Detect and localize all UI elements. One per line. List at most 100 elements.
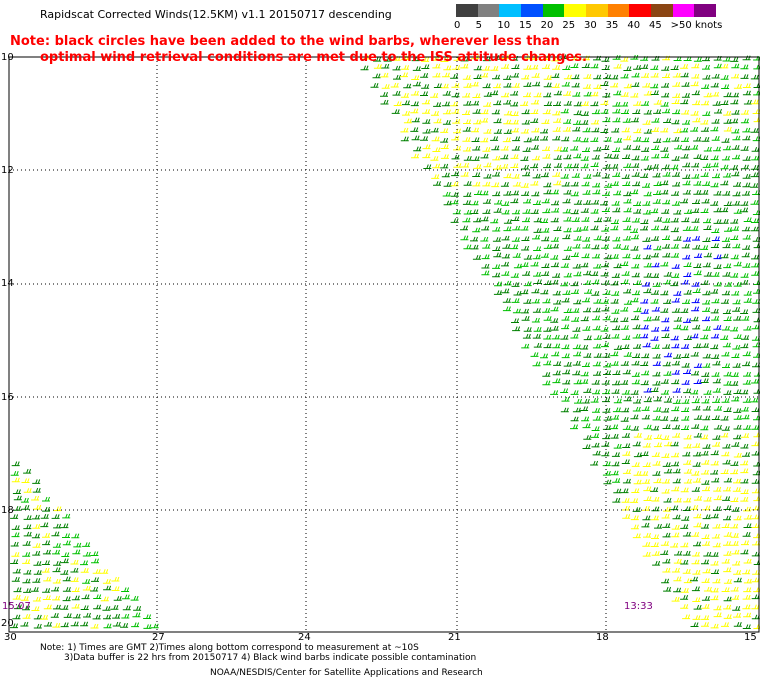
wind-barb [480,153,489,159]
wind-barb [612,101,621,107]
wind-barb [601,451,610,457]
wind-barb [673,236,682,241]
wind-barb [543,244,552,249]
wind-barb [712,146,721,152]
wind-barb [660,550,669,555]
wind-barb [601,379,610,385]
wind-barb [472,255,481,260]
wind-barb [723,92,732,98]
wind-barb [62,540,71,546]
wind-barb [723,380,732,386]
wind-barb [631,272,640,278]
wind-barb [582,200,591,205]
wind-barb [471,137,480,142]
wind-barb [592,315,600,321]
wind-barb [562,379,571,385]
wind-barb [632,441,641,447]
wind-barb [471,100,479,106]
wind-barb [570,63,579,68]
wind-barb [623,207,632,213]
wind-barb [721,237,730,242]
wind-barb [732,243,741,249]
wind-barb [720,299,729,304]
wind-barb [723,477,732,483]
wind-barb [713,325,722,330]
wind-barb [12,568,21,574]
wind-barb [612,478,621,483]
wind-barb [682,531,691,537]
wind-barb [400,72,408,78]
wind-barb [591,279,600,285]
wind-barb [113,596,122,601]
wind-barb [710,288,719,294]
wind-barb [662,361,671,367]
wind-barb [691,73,700,79]
wind-barb [613,190,622,196]
wind-barb [702,181,711,186]
wind-barb [701,604,710,609]
wind-barb [493,252,502,258]
wind-barb [620,380,629,385]
wind-barb [751,441,760,447]
wind-barb [470,209,479,214]
wind-barb [31,495,40,501]
wind-barb [610,298,619,304]
wind-barb [703,271,712,277]
wind-barb [721,426,730,431]
wind-barb [730,92,739,98]
wind-barb [611,333,620,339]
lat-label-10: 10 [1,52,14,63]
wind-barb [723,596,732,602]
wind-barb [542,109,551,115]
wind-barb [742,379,751,385]
wind-barb [732,344,741,350]
wind-barb [373,56,382,62]
wind-barb [584,289,592,294]
wind-barb [492,74,500,80]
wind-barb [572,407,581,413]
wind-barb [543,92,552,98]
wind-barb [581,398,590,404]
wind-barb [403,118,412,124]
wind-barb [22,578,31,584]
wind-barb [680,325,689,331]
wind-barb [632,353,641,358]
wind-barb [682,180,691,186]
wind-barb [732,363,741,368]
wind-barb [543,343,552,349]
wind-barb [750,226,759,232]
wind-barb [621,344,630,349]
wind-barb [580,225,589,231]
wind-barb [721,138,730,143]
wind-barb [553,180,562,186]
wind-barb [581,253,590,259]
wind-barb [620,417,629,422]
wind-barb [692,615,701,620]
wind-barb [621,271,630,276]
wind-barb [501,271,510,276]
wind-barb [653,216,662,222]
wind-barb [742,532,751,537]
wind-barb [522,147,531,152]
wind-barb [731,171,740,177]
wind-barb [470,81,479,87]
wind-barb [611,414,619,420]
wind-barb [13,587,22,593]
wind-barb [62,576,71,582]
wind-barb [82,542,91,547]
wind-barb [661,488,670,494]
wind-barb [82,551,91,557]
wind-barb [613,443,622,449]
wind-barb [480,236,489,242]
wind-barb [42,595,51,600]
wind-barb [711,415,720,420]
wind-barb [510,111,519,116]
wind-barb [50,613,59,618]
wind-barb [681,380,690,385]
wind-barb [463,156,472,161]
wind-barb [511,145,520,151]
wind-barb [730,57,739,62]
wind-barb [682,174,691,179]
wind-barb [692,100,701,106]
wind-barb [372,73,381,79]
